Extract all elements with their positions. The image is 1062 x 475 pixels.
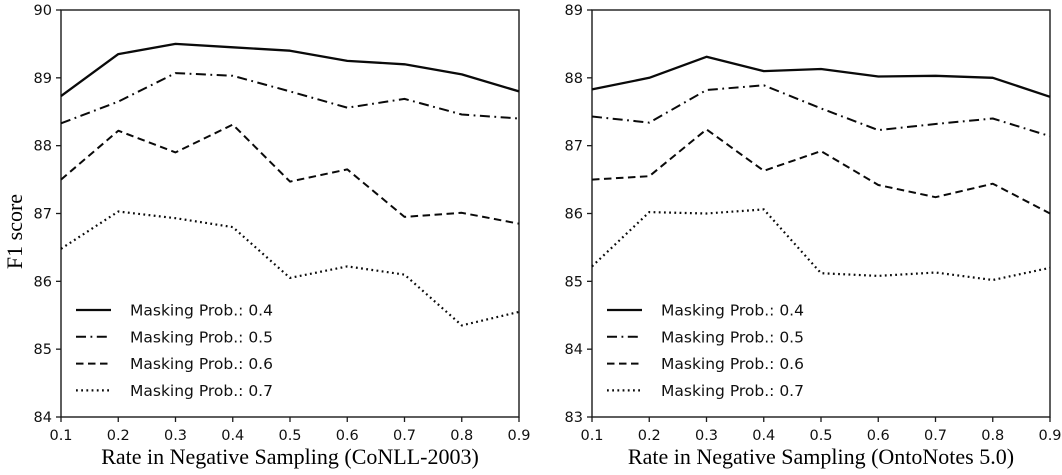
x-tick-label: 0.4 [221,428,244,444]
series-line-0 [60,42,520,98]
x-tick-label: 0.6 [336,428,359,444]
x-tick-label: 0.2 [107,428,130,444]
legend-label: Masking Prob.: 0.5 [661,328,804,346]
y-axis-title: F1 score [2,194,27,269]
y-tick-label: 87 [34,207,52,223]
y-tick-label: 89 [34,71,52,87]
x-axis: 0.1 0.2 0.3 0.4 0.5 0.6 0.7 0.8 0.9 [49,417,531,444]
x-tick-label: 0.8 [981,428,1004,444]
y-tick-label: 86 [34,274,52,290]
y-tick-label: 84 [34,410,52,426]
legend-label: Masking Prob.: 0.7 [661,382,804,400]
chart-panel-ontonotes: 83 84 85 86 87 88 89 0.1 0.2 0.3 0.4 0.5 0.6 0.7 0.8 0.… [531,0,1062,475]
x-tick-label: 0.9 [1038,428,1061,444]
legend-label: Masking Prob.: 0.7 [130,382,273,400]
legend-label: Masking Prob.: 0.5 [130,328,273,346]
x-tick-label: 0.1 [580,428,603,444]
y-tick-label: 84 [565,342,583,358]
legend: Masking Prob.: 0.4 Masking Prob.: 0.5 Mask… [76,302,273,400]
x-tick-label: 0.3 [695,428,718,444]
y-tick-label: 89 [565,3,583,19]
y-tick-label: 86 [565,207,583,223]
series-line-1 [591,84,1051,138]
y-axis: 83 84 85 86 87 88 89 [565,3,592,426]
y-tick-label: 85 [565,274,583,290]
x-axis-title: Rate in Negative Sampling (CoNLL-2003) [101,444,479,469]
x-tick-label: 0.5 [278,428,301,444]
legend-label: Masking Prob.: 0.6 [661,355,804,373]
y-tick-label: 88 [565,71,583,87]
chart-panel-conll2003: 84 85 86 87 88 89 90 0.1 0.2 0.3 0.4 0.5 0.6 0.7 0.8 0.… [2,3,531,469]
x-tick-label: 0.6 [867,428,890,444]
series-line-1 [60,72,520,125]
x-tick-label: 0.7 [393,428,416,444]
x-tick-label: 0.3 [164,428,187,444]
legend-label: Masking Prob.: 0.4 [130,302,273,320]
x-axis-title: Rate in Negative Sampling (OntoNotes 5.0… [628,444,1014,469]
x-tick-label: 0.7 [924,428,947,444]
series-lines [591,55,1051,282]
x-tick-label: 0.8 [450,428,473,444]
series-line-3 [60,210,520,327]
legend-label: Masking Prob.: 0.6 [130,355,273,373]
series-line-3 [591,208,1051,282]
x-axis: 0.1 0.2 0.3 0.4 0.5 0.6 0.7 0.8 0.9 [580,417,1062,444]
legend: Masking Prob.: 0.4 Masking Prob.: 0.5 Mask… [607,302,804,400]
y-tick-label: 87 [565,139,583,155]
y-axis: 84 85 86 87 88 89 90 [34,3,61,426]
legend-label: Masking Prob.: 0.4 [661,302,804,320]
series-line-2 [60,123,520,225]
y-tick-label: 90 [34,3,52,19]
y-tick-label: 83 [565,410,583,426]
x-tick-label: 0.4 [752,428,775,444]
y-tick-label: 85 [34,342,52,358]
x-tick-label: 0.1 [49,428,72,444]
x-tick-label: 0.5 [809,428,832,444]
x-tick-label: 0.2 [638,428,661,444]
series-line-2 [591,128,1051,215]
x-tick-label: 0.9 [507,428,530,444]
series-line-0 [591,55,1051,98]
y-tick-label: 88 [34,139,52,155]
series-lines [60,42,520,327]
